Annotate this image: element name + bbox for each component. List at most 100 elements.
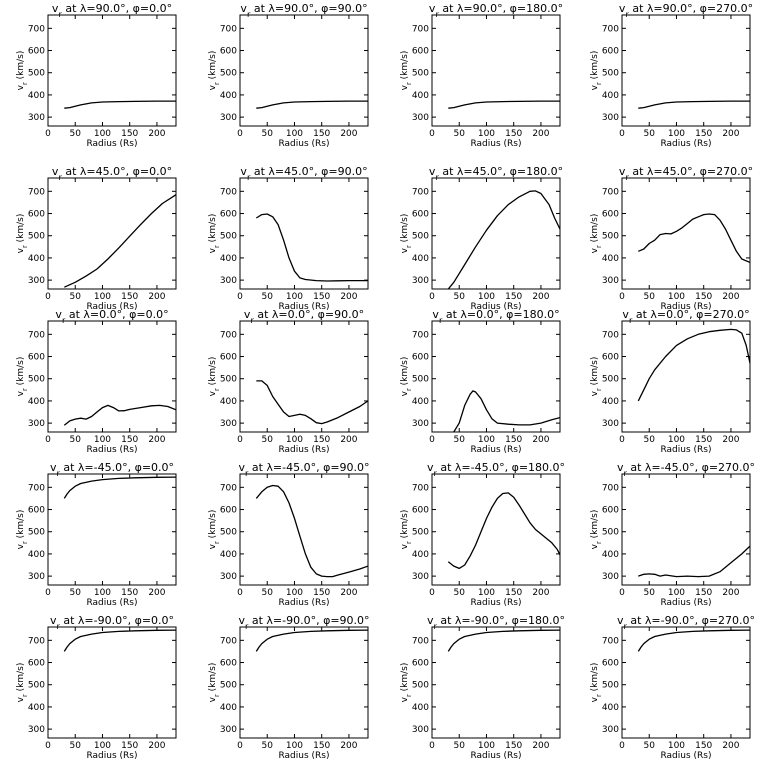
x-tick-label: 150: [695, 588, 712, 598]
x-tick-label: 0: [619, 292, 625, 302]
subplot-18: vr at λ=-90.0°, φ=90.0° 0 50 100 150 200 300 40…: [208, 614, 370, 761]
y-tick-label: 600: [28, 210, 45, 220]
y-tick-label: 600: [412, 506, 429, 516]
y-tick-label: 600: [412, 47, 429, 57]
x-tick-label: 0: [45, 129, 51, 139]
x-axis-label: Radius (Rs): [278, 598, 329, 608]
x-tick-label: 100: [478, 292, 495, 302]
y-tick-label: 700: [220, 24, 237, 34]
x-tick-label: 50: [262, 588, 274, 598]
series-line: [638, 545, 750, 578]
subplot-3: vr at λ=90.0°, φ=180.0° 0 50 100 150 200 300 40…: [400, 2, 563, 149]
x-axis-label: Radius (Rs): [660, 139, 711, 149]
x-tick-label: 0: [619, 435, 625, 445]
y-tick-label: 300: [412, 725, 429, 735]
x-tick-label: 0: [619, 741, 625, 751]
x-tick-label: 150: [505, 292, 522, 302]
series-line: [637, 328, 750, 402]
y-tick-label: 400: [28, 550, 45, 560]
y-axis-label: vr (km/s): [590, 51, 603, 91]
subplot-10: vr at λ=0.0°, φ=90.0° 0 50 100 150 200 300 400 5…: [208, 308, 369, 455]
y-axis-label: vr (km/s): [590, 510, 603, 550]
y-axis-label: vr (km/s): [400, 214, 413, 254]
y-tick-label: 300: [28, 276, 45, 286]
y-tick-label: 500: [602, 232, 619, 242]
x-tick-label: 200: [148, 129, 165, 139]
y-tick-label: 400: [220, 254, 237, 264]
x-axis-label: Radius (Rs): [86, 445, 137, 455]
y-tick-label: 300: [602, 725, 619, 735]
y-tick-label: 700: [602, 330, 619, 340]
y-axis-label: vr (km/s): [590, 663, 603, 703]
y-tick-label: 400: [412, 91, 429, 101]
x-tick-label: 200: [340, 588, 357, 598]
x-tick-label: 150: [695, 741, 712, 751]
y-tick-label: 500: [412, 69, 429, 79]
plot-frame: [47, 14, 177, 127]
y-tick-label: 400: [602, 254, 619, 264]
x-tick-label: 150: [121, 741, 138, 751]
x-axis-label: Radius (Rs): [470, 445, 521, 455]
y-tick-label: 500: [602, 681, 619, 691]
y-tick-label: 600: [28, 47, 45, 57]
x-tick-label: 200: [722, 741, 739, 751]
y-tick-label: 500: [412, 232, 429, 242]
x-tick-label: 150: [313, 435, 330, 445]
x-axis-label: Radius (Rs): [86, 302, 137, 312]
x-axis-label: Radius (Rs): [470, 302, 521, 312]
x-tick-label: 200: [340, 292, 357, 302]
y-axis-label: vr (km/s): [208, 214, 221, 254]
x-tick-label: 50: [262, 129, 274, 139]
x-tick-label: 150: [313, 741, 330, 751]
y-tick-label: 600: [412, 353, 429, 363]
y-axis-label: vr (km/s): [16, 214, 29, 254]
subplot-6: vr at λ=45.0°, φ=90.0°0 50 100 150 200300400…: [208, 165, 369, 312]
x-tick-label: 100: [94, 741, 111, 751]
x-axis-label: Radius (Rs): [278, 139, 329, 149]
x-axis-label: Radius (Rs): [660, 598, 711, 608]
subplot-5: vr at λ=45.0°, φ=0.0° 0 50 100 150 200 300 400 5…: [16, 165, 177, 312]
y-tick-label: 300: [602, 419, 619, 429]
y-tick-label: 700: [220, 187, 237, 197]
x-tick-label: 100: [478, 435, 495, 445]
subplot-7: vr at λ=45.0°, φ=180.0° 0 50 100 150 200 300 40…: [400, 165, 563, 312]
y-tick-label: 400: [220, 703, 237, 713]
y-tick-label: 300: [28, 419, 45, 429]
x-tick-label: 0: [429, 292, 435, 302]
series-line: [452, 390, 560, 432]
x-tick-label: 0: [45, 292, 51, 302]
x-tick-label: 200: [532, 741, 549, 751]
y-tick-label: 600: [28, 506, 45, 516]
x-tick-label: 50: [644, 129, 656, 139]
subplot-title: vr at λ=-45.0°, φ=90.0°: [238, 461, 369, 478]
y-tick-label: 700: [412, 636, 429, 646]
subplot-17: vr at λ=-90.0°, φ=0.0° 0 50 100 150 200 300 400…: [16, 614, 177, 761]
x-tick-label: 50: [644, 741, 656, 751]
subplot-title: vr at λ=90.0°, φ=180.0°: [429, 2, 563, 19]
series-line: [63, 404, 176, 426]
x-tick-label: 50: [454, 129, 466, 139]
subplot-title: vr at λ=45.0°, φ=180.0°: [429, 165, 563, 182]
y-tick-label: 500: [412, 375, 429, 385]
x-tick-label: 0: [45, 435, 51, 445]
x-tick-label: 0: [429, 588, 435, 598]
plot-frame: [47, 177, 177, 290]
subplot-title: vr at λ=-45.0°, φ=0.0°: [50, 461, 174, 478]
x-tick-label: 100: [668, 588, 685, 598]
x-axis-label: Radius (Rs): [470, 598, 521, 608]
series-line: [447, 629, 560, 652]
plot-frame: [621, 320, 751, 433]
x-tick-label: 0: [429, 741, 435, 751]
y-axis-label: vr (km/s): [16, 663, 29, 703]
y-tick-label: 500: [602, 69, 619, 79]
x-tick-label: 0: [619, 588, 625, 598]
y-tick-label: 400: [220, 550, 237, 560]
x-tick-label: 0: [429, 129, 435, 139]
y-tick-label: 600: [220, 47, 237, 57]
x-tick-label: 0: [237, 292, 243, 302]
y-tick-label: 300: [412, 572, 429, 582]
x-tick-label: 50: [454, 435, 466, 445]
plot-frame: [239, 626, 369, 739]
y-tick-label: 700: [28, 330, 45, 340]
x-tick-label: 200: [722, 588, 739, 598]
